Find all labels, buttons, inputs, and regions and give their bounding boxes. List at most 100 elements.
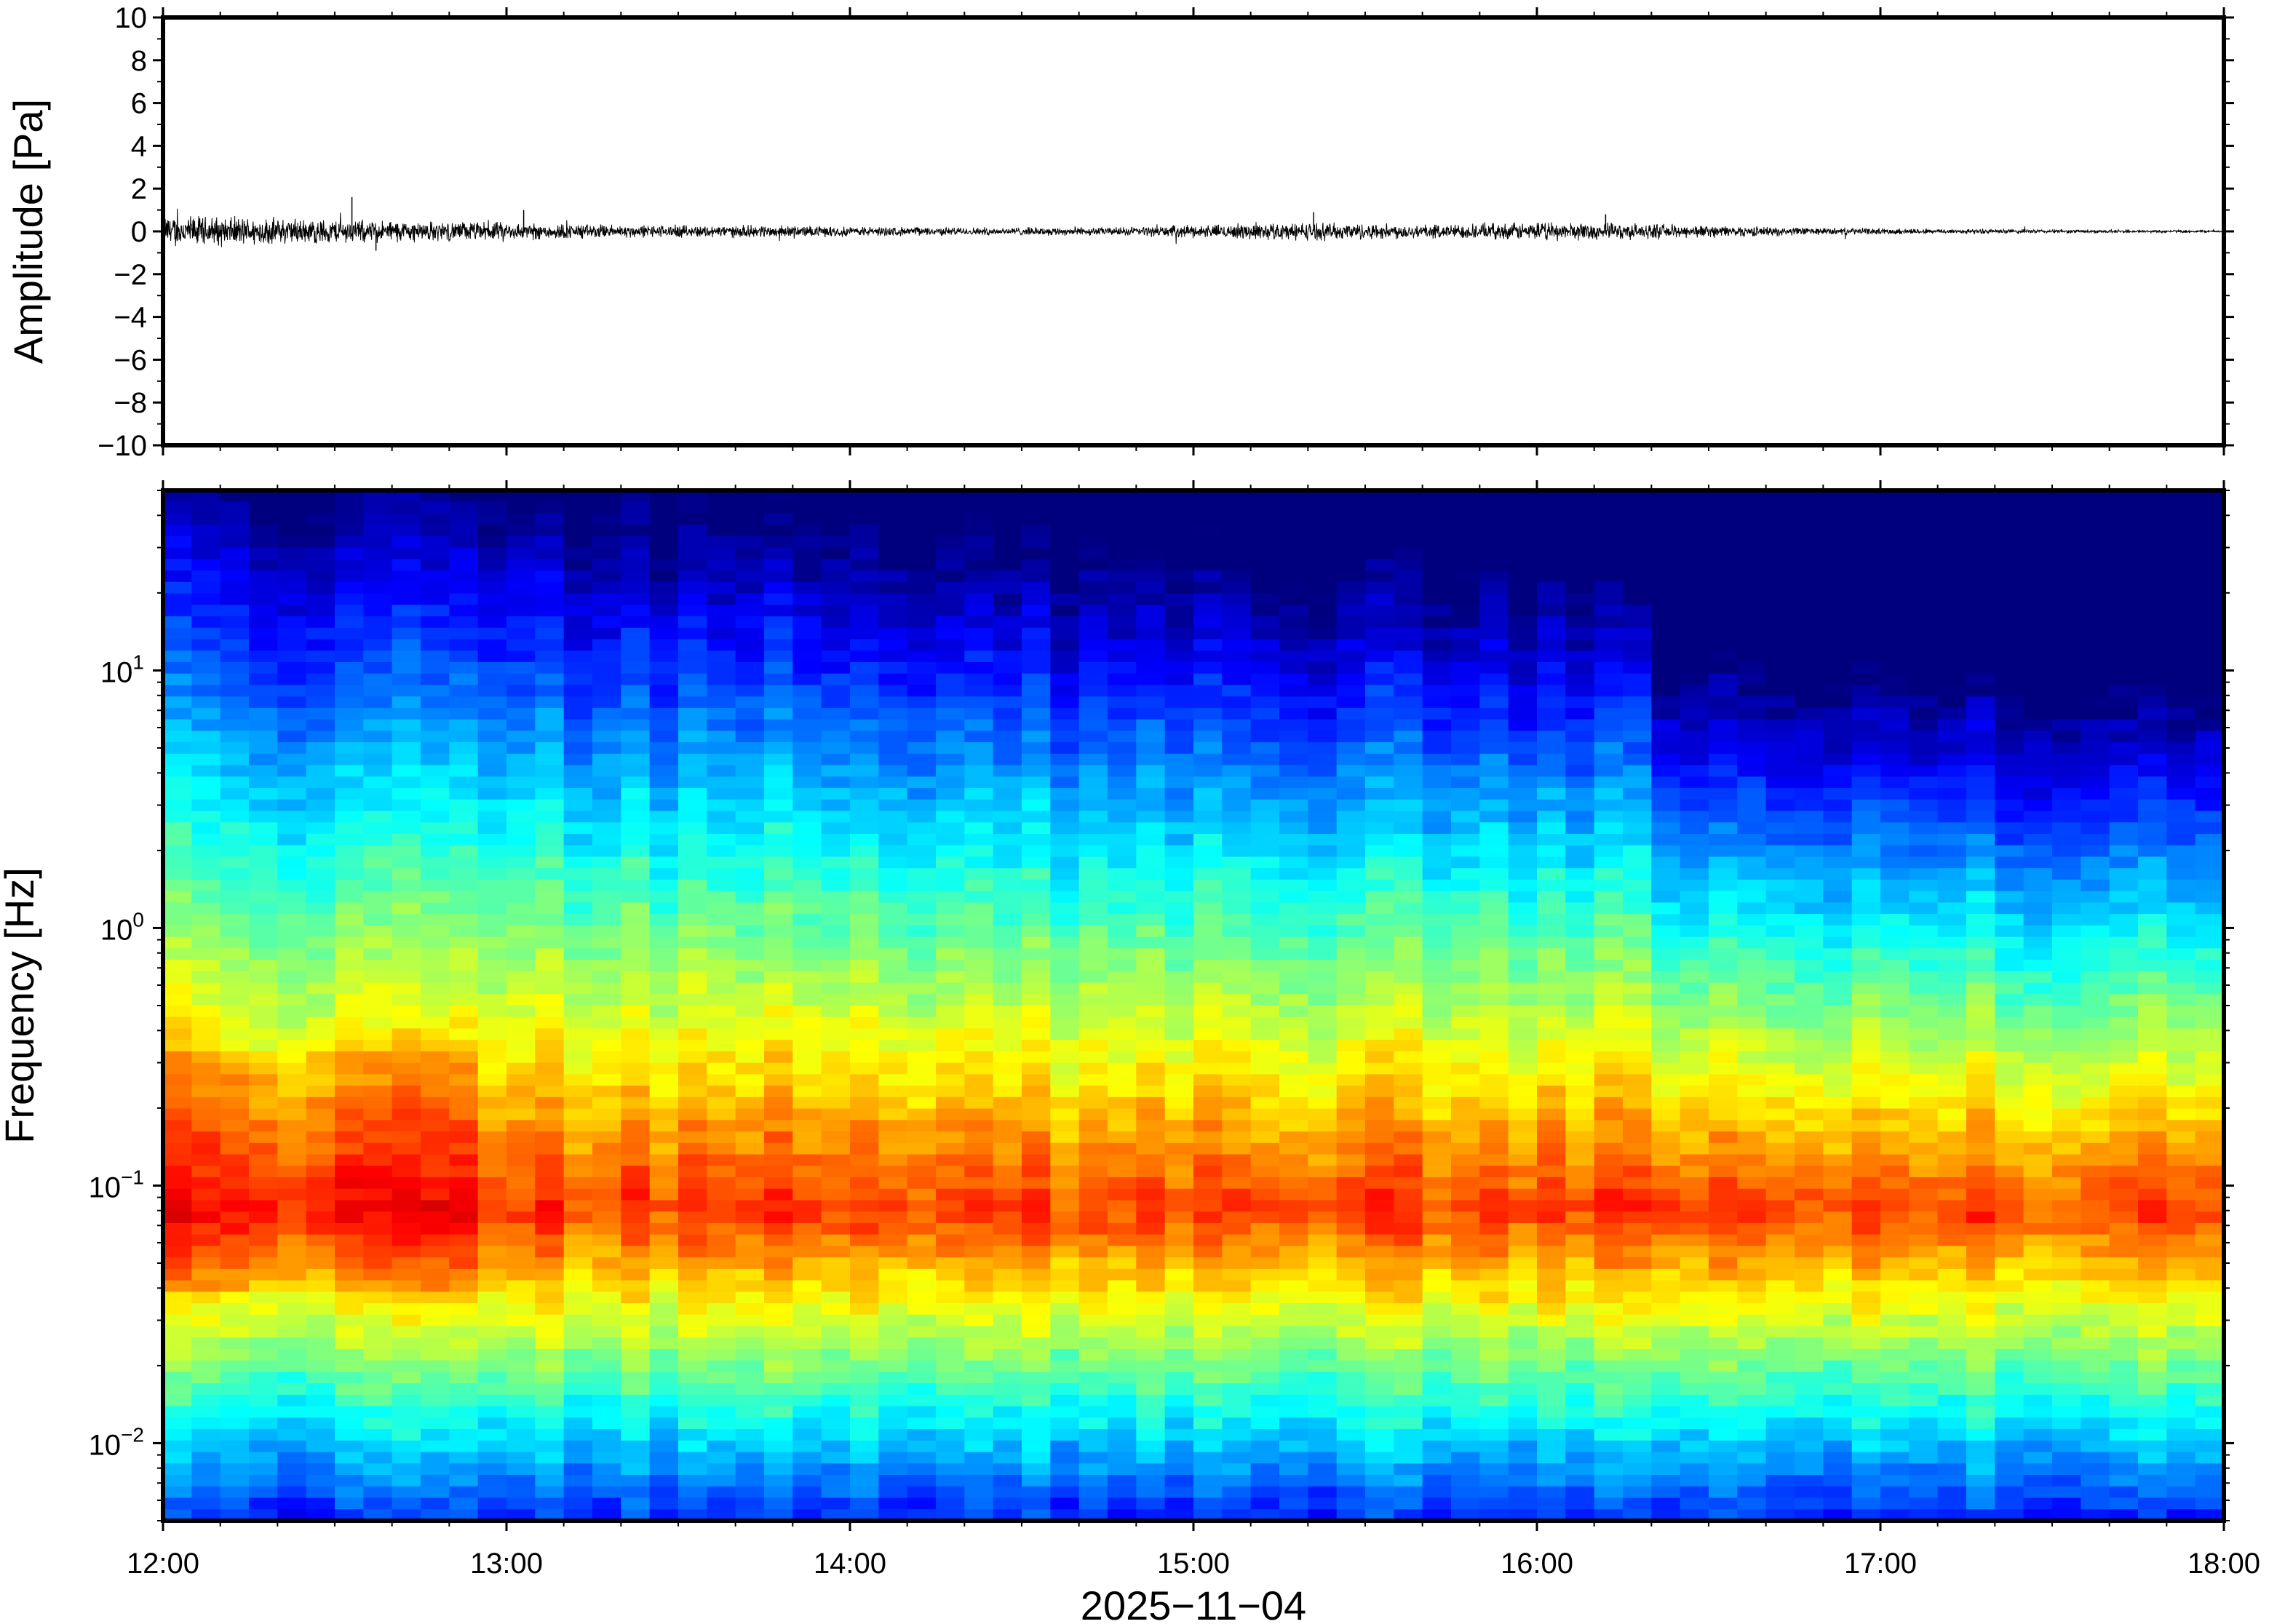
spectrogram-cell — [964, 1120, 994, 1132]
spectrogram-cell — [220, 1257, 250, 1270]
spectrogram-cell — [392, 731, 421, 743]
spectrogram-cell — [1336, 1291, 1366, 1304]
spectrogram-cell — [1680, 891, 1709, 904]
spectrogram-cell — [993, 1222, 1022, 1235]
spectrogram-cell — [1164, 559, 1194, 571]
spectrogram-cell — [1422, 1429, 1452, 1441]
spectrogram-cell — [335, 1440, 365, 1453]
spectrogram-cell — [621, 971, 651, 984]
spectrogram-cell — [535, 490, 565, 503]
spectrogram-cell — [764, 1509, 794, 1521]
spectrogram-cell — [1709, 547, 1738, 560]
spectrogram-cell — [678, 1222, 708, 1235]
spectrogram-cell — [1164, 1108, 1194, 1121]
spectrogram-cell — [1680, 776, 1709, 789]
spectrogram-cell — [191, 879, 221, 892]
spectrogram-cell — [421, 1177, 450, 1190]
spectrogram-cell — [1422, 856, 1452, 869]
spectrogram-cell — [1193, 593, 1223, 606]
spectrogram-cell — [1680, 1360, 1709, 1373]
spectrogram-cell — [592, 1177, 622, 1190]
spectrogram-cell — [1709, 1051, 1738, 1064]
spectrogram-cell — [850, 902, 880, 915]
spectrogram-cell — [220, 1349, 250, 1361]
spectrogram-cell — [735, 1463, 765, 1476]
spectrogram-cell — [277, 1429, 307, 1441]
spectrogram-cell — [936, 891, 966, 904]
spectrogram-cell — [821, 1006, 851, 1018]
spectrogram-cell — [792, 788, 822, 800]
spectrogram-cell — [707, 742, 736, 755]
spectrogram-cell — [821, 616, 851, 629]
spectrogram-cell — [735, 1406, 765, 1419]
spectrogram-cell — [421, 1463, 450, 1476]
spectrogram-cell — [506, 1051, 536, 1064]
spectrogram-cell — [964, 1096, 994, 1110]
spectrogram-cell — [1336, 1337, 1366, 1350]
spectrogram-cell — [563, 650, 593, 663]
spectrogram-cell — [277, 1028, 307, 1040]
spectrogram-cell — [1537, 1429, 1567, 1441]
spectrogram-cell — [1308, 1211, 1338, 1224]
spectrogram-cell — [1308, 1314, 1338, 1327]
spectrogram-cell — [1537, 902, 1567, 915]
spectrogram-cell — [1594, 994, 1624, 1006]
spectrogram-cell — [1050, 593, 1080, 606]
spectrogram-cell — [1594, 1314, 1624, 1327]
spectrogram-cell — [249, 1211, 279, 1224]
spectrogram-cell — [1508, 616, 1538, 629]
spectrogram-cell — [1365, 627, 1395, 640]
spectrogram-cell — [392, 1154, 421, 1167]
spectrogram-cell — [1078, 1154, 1108, 1167]
spectrogram-cell — [1050, 914, 1080, 926]
spectrogram-cell — [1680, 559, 1709, 571]
spectrogram-cell — [535, 936, 565, 950]
spectrogram-cell — [792, 1429, 822, 1441]
spectrogram-cell — [878, 593, 908, 606]
spectrogram-cell — [1623, 1131, 1653, 1144]
spectrogram-cell — [249, 1131, 279, 1144]
spectrogram-cell — [1623, 822, 1653, 835]
spectrogram-cell — [1594, 501, 1624, 514]
spectrogram-cell — [449, 593, 479, 606]
spectrogram-cell — [1022, 1440, 1052, 1453]
spectrogram-cell — [1594, 1028, 1624, 1040]
spectrogram-cell — [1508, 994, 1538, 1006]
spectrogram-cell — [792, 845, 822, 858]
spectrogram-cell — [249, 971, 279, 984]
spectrogram-cell — [964, 1406, 994, 1419]
spectrogram-cell — [1193, 1154, 1223, 1167]
spectrogram-cell — [1164, 1131, 1194, 1144]
spectrogram-cell — [1336, 960, 1366, 972]
spectrogram-cell — [1709, 1303, 1738, 1315]
spectrogram-cell — [1222, 856, 1252, 869]
spectrogram-cell — [936, 490, 966, 503]
spectrogram-cell — [1680, 616, 1709, 629]
spectrogram-cell — [477, 1360, 507, 1373]
spectrogram-cell — [850, 605, 880, 617]
spectrogram-cell — [1222, 559, 1252, 571]
spectrogram-cell — [1479, 879, 1509, 892]
spectrogram-cell — [1365, 1303, 1395, 1315]
spectrogram-cell — [1422, 707, 1452, 720]
spectrogram-cell — [1308, 1383, 1338, 1396]
spectrogram-cell — [1050, 1200, 1080, 1212]
spectrogram-cell — [1336, 1372, 1366, 1384]
spectrogram-cell — [936, 1349, 966, 1361]
spectrogram-cell — [907, 1177, 937, 1190]
spectrogram-cell — [1479, 1131, 1509, 1144]
spectrogram-cell — [1508, 731, 1538, 743]
spectrogram-cell — [1050, 1383, 1080, 1396]
spectrogram-cell — [191, 1040, 221, 1052]
spectrogram-cell — [1250, 1246, 1280, 1258]
spectrogram-cell — [1078, 1051, 1108, 1064]
spectrogram-cell — [1623, 1154, 1653, 1167]
spectrogram-cell — [1050, 719, 1080, 732]
spectrogram-cell — [1078, 1268, 1108, 1281]
spectrogram-cell — [678, 1177, 708, 1190]
spectrogram-cell — [1308, 1086, 1338, 1098]
spectrogram-cell — [449, 731, 479, 743]
spectrogram-cell — [1022, 605, 1052, 617]
spectrogram-cell — [678, 616, 708, 629]
spectrogram-cell — [907, 753, 937, 766]
